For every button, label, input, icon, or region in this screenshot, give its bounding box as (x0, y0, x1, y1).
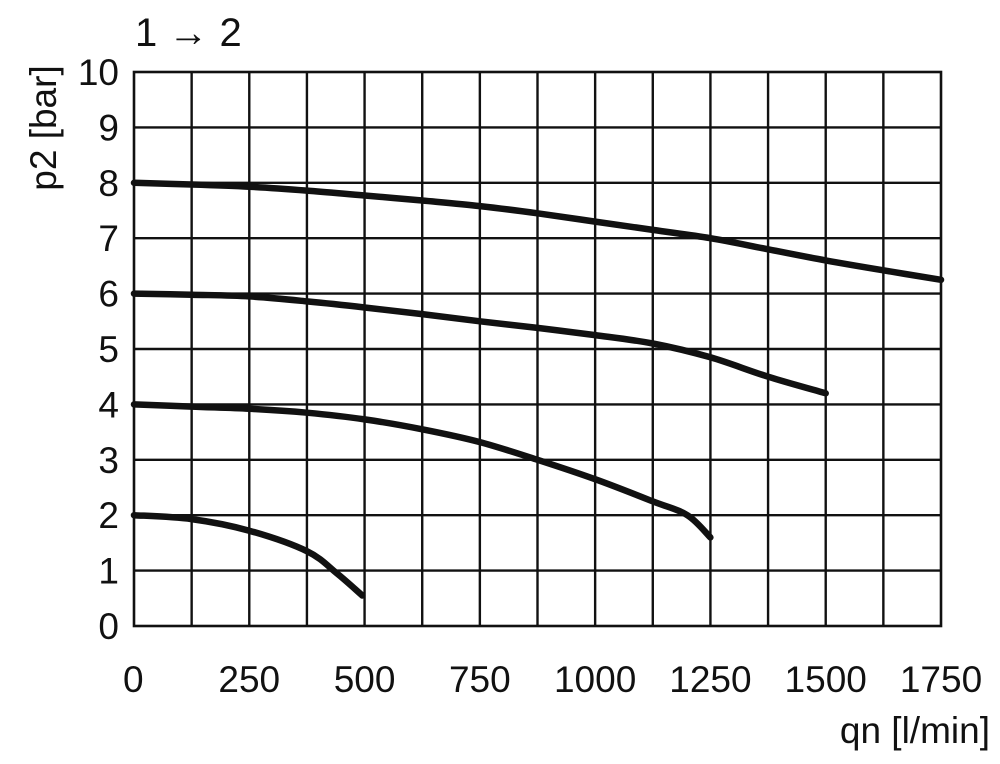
y-tick-label: 7 (98, 218, 119, 259)
y-tick-label: 3 (98, 440, 119, 481)
x-tick-label: 750 (449, 659, 511, 700)
series-line-2 (130, 290, 829, 397)
y-tick-label: 8 (98, 163, 119, 204)
series-line-3 (130, 401, 714, 541)
y-tick-label: 0 (98, 606, 119, 647)
y-tick-label: 2 (98, 495, 119, 536)
y-tick-label: 9 (98, 107, 119, 148)
y-tick-labels: 0 1 2 3 4 5 6 7 8 9 10 (78, 52, 119, 647)
x-tick-label: 1500 (785, 659, 867, 700)
chart-title: 1 → 2 (135, 11, 242, 55)
y-tick-label: 1 (98, 551, 119, 592)
plot-frame (132, 70, 943, 628)
y-axis-label: p2 [bar] (23, 65, 64, 190)
x-tick-label: 1250 (669, 659, 751, 700)
series-line-4 (130, 511, 366, 599)
x-tick-labels: 0 250 500 750 1000 1250 1500 1750 (123, 659, 982, 700)
x-axis-label: qn [l/min] (840, 710, 990, 751)
curves (130, 179, 945, 599)
y-tick-label: 4 (98, 384, 119, 425)
x-tick-label: 500 (334, 659, 396, 700)
series-line-1 (130, 179, 945, 284)
x-tick-label: 1750 (900, 659, 982, 700)
x-tick-label: 1000 (554, 659, 636, 700)
x-tick-label: 250 (218, 659, 280, 700)
y-tick-label: 10 (78, 52, 119, 93)
y-tick-label: 6 (98, 274, 119, 315)
x-tick-label: 0 (123, 659, 144, 700)
grid (134, 72, 941, 626)
y-tick-label: 5 (98, 329, 119, 370)
